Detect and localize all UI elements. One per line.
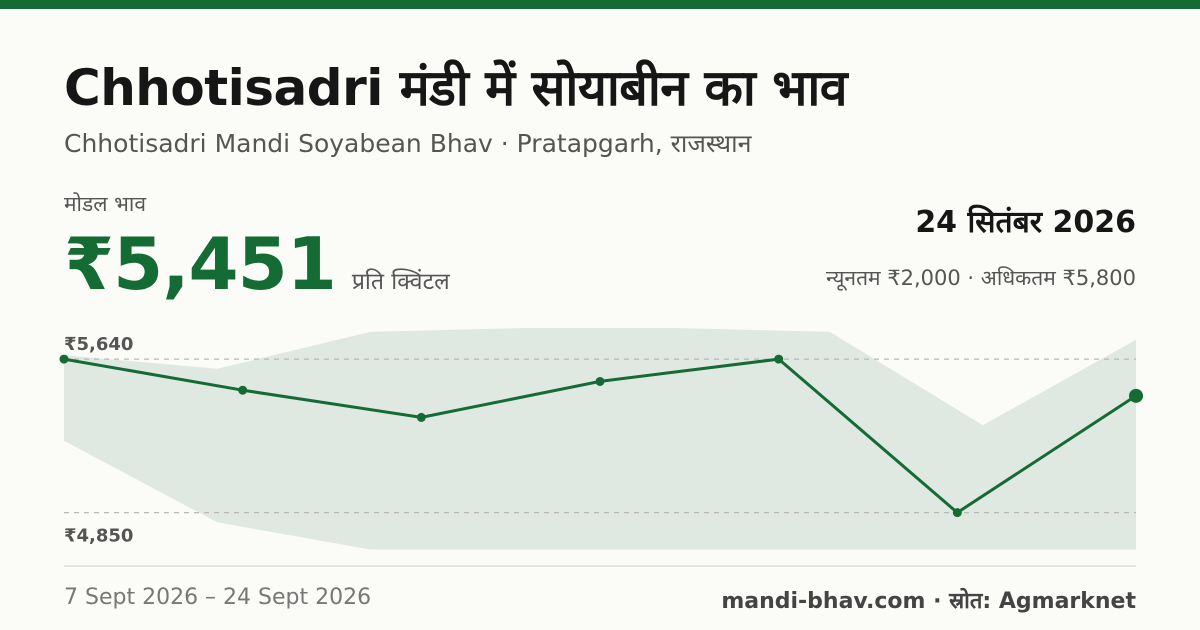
data-point-6 [1129,388,1143,403]
source-credit: mandi-bhav.com · स्रोत: Agmarknet [721,589,1136,614]
footer-divider [64,565,1136,567]
page-subtitle: Chhotisadri Mandi Soyabean Bhav · Pratap… [64,129,752,158]
data-point-5 [952,508,962,518]
data-point-3 [595,376,605,386]
data-point-2 [416,412,426,422]
reference-label-1: ₹4,850 [64,526,133,547]
data-point-4 [774,354,784,364]
page-title: Chhotisadri मंडी में सोयाबीन का भाव [64,59,848,117]
data-point-1 [238,385,248,395]
data-point-0 [59,354,69,364]
model-price-label: मोडल भाव [64,192,147,216]
price-range-band [64,328,1136,550]
price-row: ₹5,451 प्रति क्विंटल [64,222,450,306]
model-price-value: ₹5,451 [64,222,337,306]
top-accent-bar [0,0,1200,9]
min-max-prices: न्यूनतम ₹2,000 · अधिकतम ₹5,800 [826,266,1136,290]
reference-label-0: ₹5,640 [64,334,133,355]
price-date: 24 सितंबर 2026 [915,205,1136,240]
date-range: 7 Sept 2026 – 24 Sept 2026 [64,585,372,610]
price-unit: प्रति क्विंटल [351,269,450,295]
